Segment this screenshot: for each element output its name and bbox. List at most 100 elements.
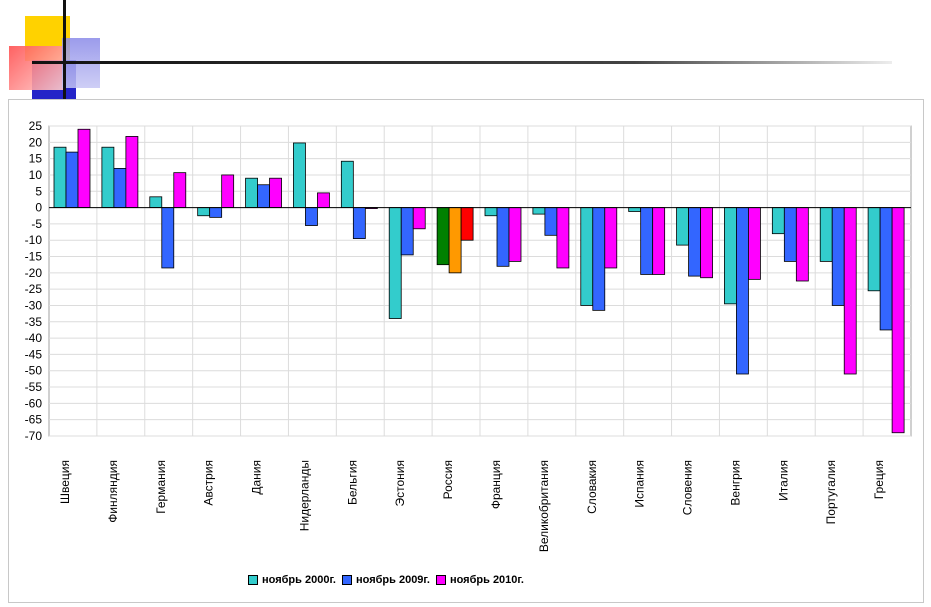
decor-horizontal-line — [32, 61, 892, 64]
bar-2009 — [688, 207, 701, 277]
bar-2000 — [771, 207, 785, 235]
bar-2009 — [257, 184, 270, 208]
y-tick-label: 25 — [29, 119, 43, 133]
bar-2000 — [484, 207, 498, 217]
bar-2009 — [592, 207, 606, 311]
bar-2010 — [317, 192, 330, 208]
bar-2009 — [113, 168, 127, 208]
bar-2009 — [736, 207, 749, 375]
legend-label-2010: ноябрь 2010г. — [449, 574, 524, 586]
y-tick-label: -15 — [25, 250, 43, 264]
bar-2009 — [640, 207, 654, 275]
bar-2000 — [388, 207, 402, 319]
chart-legend: ноябрь 2000г. ноябрь 2009г. ноябрь 2010г… — [248, 572, 524, 588]
bar-2010 — [173, 172, 187, 208]
x-category-label: Германия — [154, 460, 168, 514]
legend-label-2009: ноябрь 2009г. — [355, 574, 430, 586]
bar-2010 — [843, 207, 857, 375]
x-category-label: Россия — [441, 460, 455, 499]
y-tick-label: -65 — [25, 413, 43, 427]
x-category-label: Португалия — [824, 460, 838, 524]
bar-2009 — [305, 207, 318, 226]
bar-2010 — [269, 177, 282, 208]
y-tick-label: 0 — [35, 201, 42, 215]
bar-2010 — [460, 207, 474, 241]
bar-2000 — [676, 207, 689, 246]
bar-2000 — [245, 177, 258, 208]
y-tick-label: -5 — [31, 217, 42, 231]
legend-item-2010: ноябрь 2010г. — [435, 574, 524, 586]
bar-2000 — [867, 207, 881, 292]
x-category-label: Дания — [250, 460, 264, 495]
bar-2009 — [496, 207, 510, 267]
x-category-label: Эстония — [393, 460, 407, 507]
bar-2010 — [795, 207, 809, 282]
bar-2010 — [700, 207, 713, 279]
bar-2000 — [53, 146, 67, 208]
legend-item-2000: ноябрь 2000г. — [248, 574, 336, 586]
legend-item-2009: ноябрь 2009г. — [341, 574, 430, 586]
legend-swatch-2010 — [435, 575, 446, 585]
x-category-label: Австрия — [202, 460, 216, 506]
bar-2010 — [77, 128, 91, 208]
y-tick-label: 15 — [29, 152, 43, 166]
bar-2009 — [209, 207, 223, 218]
bar-2000 — [340, 160, 354, 208]
x-category-label: Словения — [681, 460, 695, 515]
bar-2009 — [352, 207, 366, 239]
x-category-label: Словакия — [585, 460, 599, 514]
bar-2000 — [819, 207, 833, 262]
x-category-label: Испания — [633, 460, 647, 508]
bar-2000 — [580, 207, 594, 306]
y-tick-label: -45 — [25, 347, 43, 361]
bar-2010 — [508, 207, 522, 262]
bar-2000 — [149, 196, 163, 208]
bar-2009 — [400, 207, 414, 256]
decor-red-square — [9, 46, 65, 90]
x-category-label: Бельгия — [345, 460, 359, 505]
decor-vertical-line — [63, 0, 66, 100]
x-category-label: Венгрия — [728, 460, 742, 506]
x-category-label: Нидерланды — [297, 460, 311, 531]
bar-2000 — [628, 207, 642, 212]
bar-2010 — [891, 207, 905, 434]
x-category-label: Великобритания — [537, 460, 551, 552]
y-tick-label: -25 — [25, 282, 43, 296]
x-category-label: Греция — [872, 460, 886, 499]
bar-2010 — [221, 174, 235, 208]
bar-2000 — [101, 146, 115, 208]
y-tick-label: -30 — [25, 298, 43, 312]
bar-2009 — [448, 207, 462, 274]
y-tick-label: -10 — [25, 233, 43, 247]
bar-2009 — [161, 207, 175, 269]
y-tick-label: 5 — [35, 184, 42, 198]
bar-2000 — [532, 207, 546, 215]
y-tick-label: -40 — [25, 331, 43, 345]
x-category-label: Франция — [489, 460, 503, 509]
y-tick-label: -55 — [25, 380, 43, 394]
y-tick-label: -35 — [25, 315, 43, 329]
y-tick-label: -20 — [25, 266, 43, 280]
x-category-label: Финляндия — [106, 460, 120, 523]
bar-2000 — [724, 207, 737, 305]
bar-2010 — [748, 207, 761, 280]
y-tick-label: -70 — [25, 429, 43, 443]
bar-2009 — [65, 151, 79, 208]
bar-2009 — [783, 207, 797, 262]
y-tick-label: -50 — [25, 364, 43, 378]
bar-2009 — [831, 207, 845, 306]
bar-2009 — [544, 207, 558, 236]
bar-2010 — [556, 207, 570, 269]
bar-2010 — [412, 207, 426, 230]
bar-2000 — [436, 207, 450, 266]
bar-2010 — [652, 207, 666, 275]
bar-2000 — [293, 142, 306, 208]
x-category-label: Швеция — [58, 460, 72, 504]
legend-swatch-2009 — [341, 575, 352, 585]
x-category-label: Италия — [776, 460, 790, 501]
legend-label-2000: ноябрь 2000г. — [262, 574, 336, 586]
y-tick-label: 20 — [29, 135, 43, 149]
bar-2010 — [604, 207, 618, 269]
bar-2000 — [197, 207, 211, 217]
